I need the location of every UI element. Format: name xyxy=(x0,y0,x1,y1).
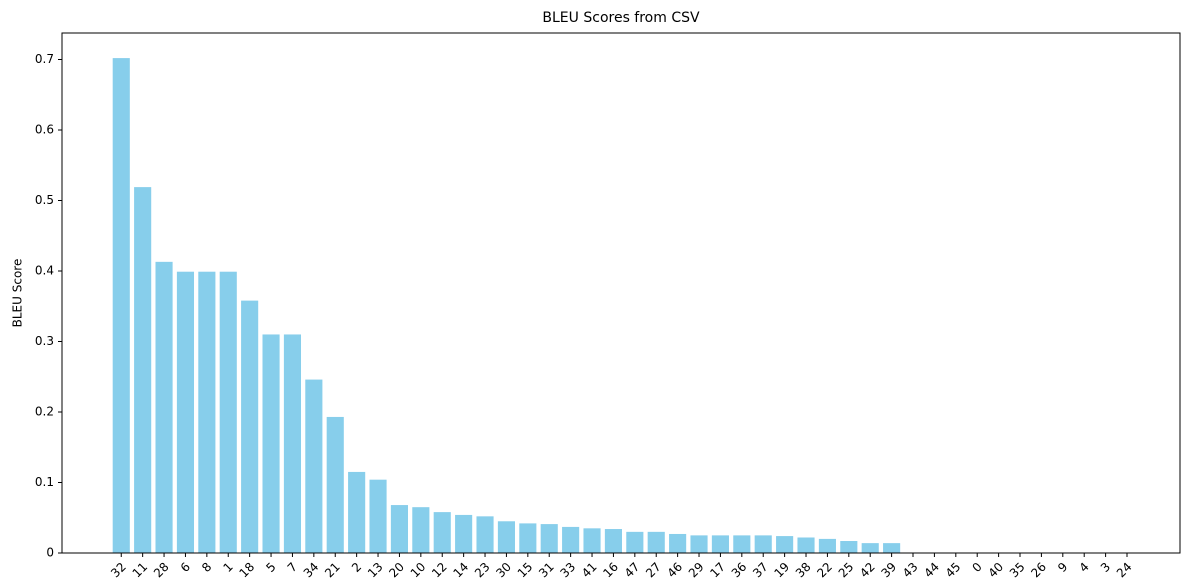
x-tick-label: 18 xyxy=(237,560,258,581)
bar xyxy=(155,261,173,553)
x-tick-label: 16 xyxy=(600,560,621,581)
x-tick-label: 21 xyxy=(322,560,343,581)
bar xyxy=(112,58,130,553)
x-tick-label: 22 xyxy=(814,560,835,581)
bar xyxy=(669,533,687,553)
bar xyxy=(540,524,558,553)
x-tick-label: 39 xyxy=(879,560,900,581)
bar xyxy=(797,537,815,553)
x-tick-label: 9 xyxy=(1055,560,1070,575)
x-tick-label: 44 xyxy=(921,560,942,581)
x-tick-label: 17 xyxy=(707,560,728,581)
x-tick-label: 41 xyxy=(579,560,600,581)
bar xyxy=(776,536,794,553)
bar xyxy=(647,531,665,553)
bar xyxy=(754,535,772,553)
y-tick-label: 0.4 xyxy=(35,264,54,278)
x-tick-label: 2 xyxy=(349,560,364,575)
x-tick-label: 5 xyxy=(263,560,278,575)
x-tick-label: 27 xyxy=(643,560,664,581)
bar xyxy=(711,535,729,553)
bar xyxy=(626,531,644,553)
bar xyxy=(262,334,280,553)
bar xyxy=(818,538,836,553)
x-tick-label: 25 xyxy=(836,560,857,581)
x-tick-label: 36 xyxy=(729,560,750,581)
x-tick-label: 35 xyxy=(1007,560,1028,581)
y-tick-label: 0.5 xyxy=(35,193,54,207)
bar xyxy=(369,479,387,553)
x-tick-label: 11 xyxy=(130,560,151,581)
chart-title: BLEU Scores from CSV xyxy=(542,10,700,26)
bar xyxy=(455,514,473,553)
x-tick-label: 4 xyxy=(1076,560,1091,575)
x-tick-label: 40 xyxy=(985,560,1006,581)
bar xyxy=(883,543,901,553)
y-tick-label: 0.1 xyxy=(35,475,54,489)
x-tick-label: 23 xyxy=(472,560,493,581)
bar xyxy=(412,507,430,553)
bar xyxy=(497,521,515,553)
x-tick-label: 37 xyxy=(750,560,771,581)
bar xyxy=(134,187,152,553)
x-tick-label: 24 xyxy=(1114,560,1135,581)
x-tick-label: 8 xyxy=(199,560,214,575)
bar xyxy=(176,271,195,553)
x-tick-label: 0 xyxy=(970,560,985,575)
x-tick-label: 19 xyxy=(772,560,793,581)
x-tick-label: 15 xyxy=(515,560,536,581)
x-tick-label: 7 xyxy=(285,560,300,575)
bar xyxy=(562,526,580,553)
x-tick-label: 45 xyxy=(943,560,964,581)
bar xyxy=(326,416,344,553)
y-tick-label: 0.6 xyxy=(35,123,54,137)
bar xyxy=(519,523,537,553)
bar xyxy=(840,541,858,553)
bar xyxy=(241,300,259,553)
bar xyxy=(390,505,408,553)
x-tick-label: 33 xyxy=(558,560,579,581)
x-tick-label: 30 xyxy=(493,560,514,581)
bar xyxy=(861,543,879,553)
y-tick-label: 0.2 xyxy=(35,405,54,419)
x-tick-label: 10 xyxy=(408,560,429,581)
x-tick-label: 12 xyxy=(429,560,450,581)
x-tick-label: 28 xyxy=(151,560,172,581)
x-tick-label: 26 xyxy=(1028,560,1049,581)
x-tick-label: 14 xyxy=(451,560,472,581)
bar xyxy=(733,535,751,553)
bar xyxy=(604,529,622,553)
x-tick-label: 31 xyxy=(536,560,557,581)
bar xyxy=(305,379,323,553)
x-tick-label: 46 xyxy=(665,560,686,581)
y-axis-label: BLEU Score xyxy=(11,259,25,328)
bar xyxy=(583,528,601,553)
x-tick-label: 34 xyxy=(301,560,322,581)
bar xyxy=(476,516,494,553)
bar xyxy=(433,512,451,553)
bar xyxy=(348,471,366,553)
y-tick-label: 0.7 xyxy=(35,52,54,66)
x-tick-label: 20 xyxy=(386,560,407,581)
x-tick-label: 38 xyxy=(793,560,814,581)
x-tick-label: 43 xyxy=(900,560,921,581)
bar xyxy=(219,271,237,553)
x-tick-label: 42 xyxy=(857,560,878,581)
x-tick-label: 32 xyxy=(108,560,129,581)
bar xyxy=(283,334,302,553)
x-tick-label: 1 xyxy=(221,560,236,575)
x-tick-label: 13 xyxy=(365,560,386,581)
y-tick-label: 0 xyxy=(46,546,54,560)
x-tick-label: 47 xyxy=(622,560,643,581)
y-tick-label: 0.3 xyxy=(35,334,54,348)
axes-frame xyxy=(61,32,1181,554)
x-tick-label: 3 xyxy=(1098,560,1113,575)
x-tick-label: 29 xyxy=(686,560,707,581)
x-tick-label: 6 xyxy=(178,560,193,575)
bar xyxy=(198,271,216,553)
bar xyxy=(690,535,708,553)
